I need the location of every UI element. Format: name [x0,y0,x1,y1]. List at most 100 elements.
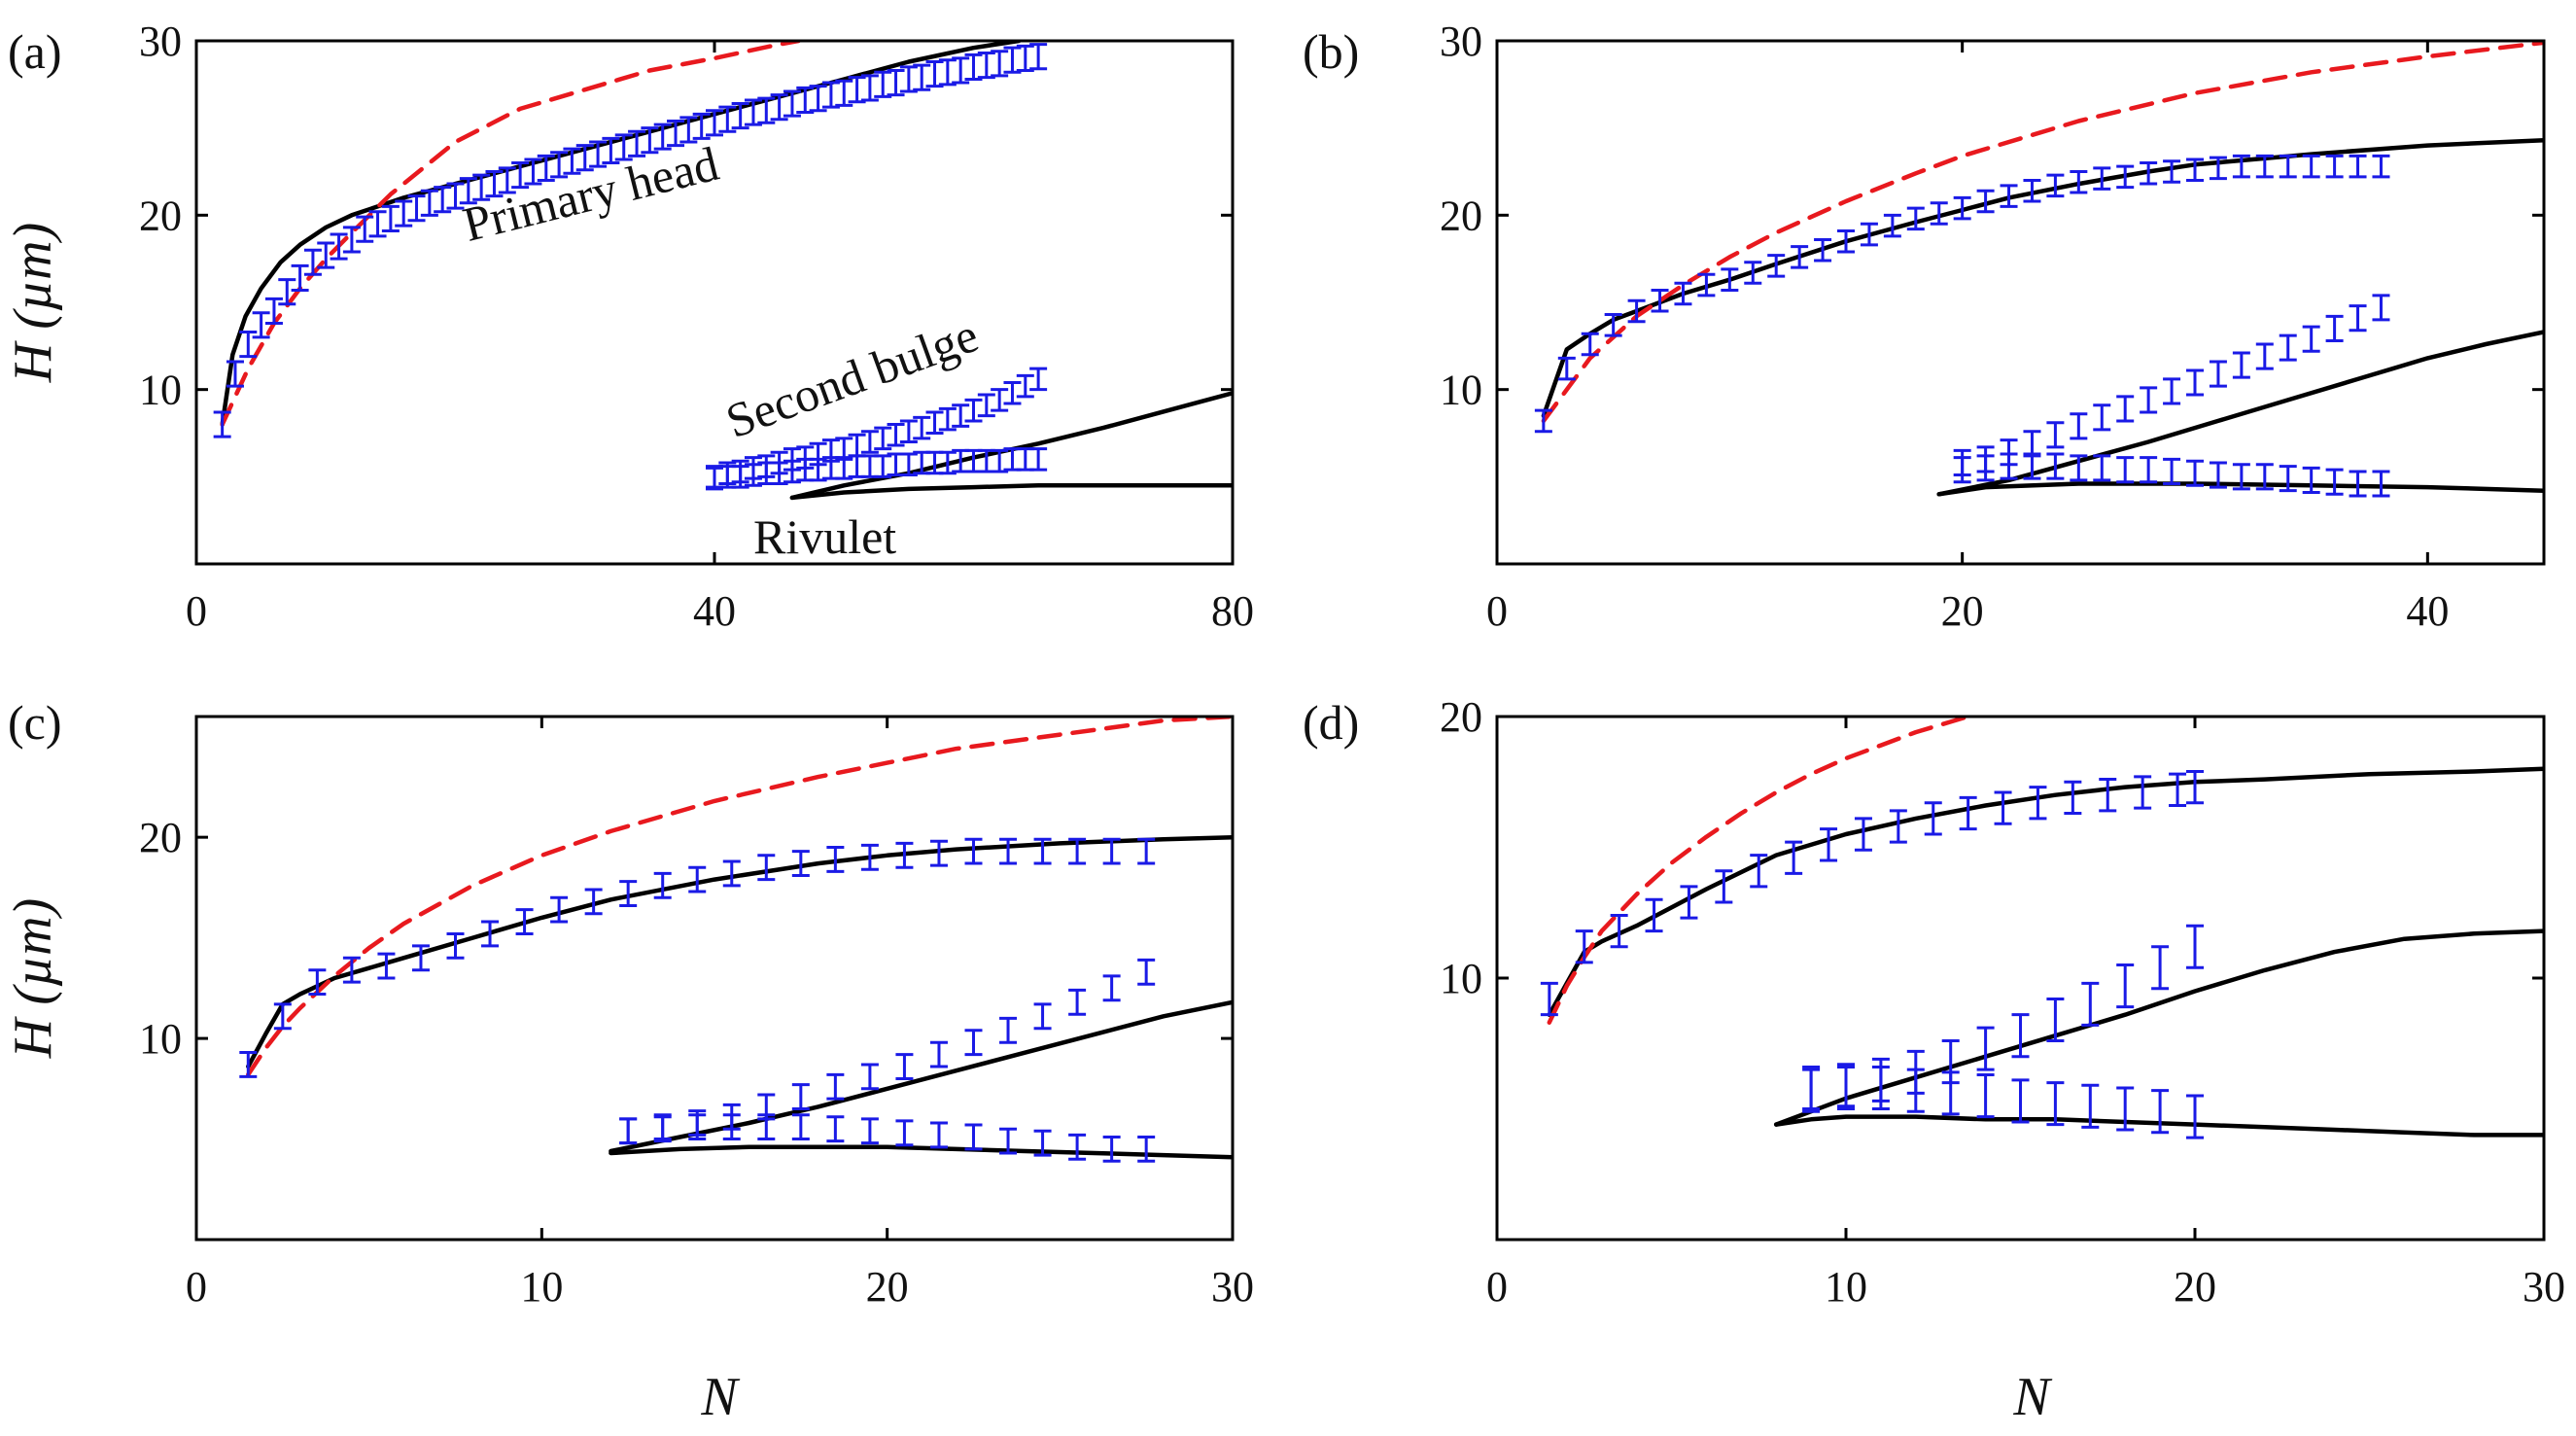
errorbar [2232,154,2250,179]
errorbar [826,1072,845,1101]
panel-c: 0 10 20 30 10 20 (c) H (µm) N [3,695,1254,1427]
errorbar [1102,974,1121,1002]
errorbar [481,920,500,948]
errorbar [2046,998,2065,1043]
errorbar [757,1113,776,1141]
plot-area [1534,41,2544,498]
errorbar [395,199,413,228]
errorbar [722,1113,741,1141]
errorbar [809,457,827,482]
errorbar [2169,772,2187,807]
errorbar [2186,924,2204,969]
errorbar [2186,368,2204,397]
errorbar [2093,403,2111,432]
errorbar [952,56,970,85]
errorbar [381,204,400,232]
errorbar [2116,395,2135,423]
errorbar [653,871,672,899]
errorbar [938,450,957,475]
errorbar [1033,1002,1052,1031]
x-tick-label: 0 [186,587,207,635]
errorbar [1941,1070,1960,1116]
errorbar [273,1002,292,1031]
errorbar [1534,408,1552,434]
x-tick-label: 0 [186,1263,207,1311]
y-axis-label: H (µm) [3,898,63,1059]
errorbar [252,311,270,339]
panel-label: (d) [1303,695,1359,750]
errorbar [977,52,995,80]
errorbar [614,133,633,161]
errorbar [667,119,685,148]
errorbar [2140,386,2158,414]
errorbar [1976,1073,1995,1119]
errorbar [770,93,788,122]
y-tick-label: 30 [139,18,182,65]
errorbar [826,846,845,873]
x-tick-label: 40 [693,587,736,635]
scaling-line [246,717,1233,1077]
errorbar [679,116,698,144]
model-rivulet-line [789,483,1233,501]
y-axis-label: H (µm) [3,223,63,383]
y-tick-label: 20 [139,814,182,861]
panel-a: 0 40 80 10 20 30 (a) H (µm) Primary head Second b… [3,18,1254,635]
errorbar [1003,380,1022,405]
errorbar [964,1123,983,1151]
errorbar [2046,173,2065,198]
errorbar [2232,351,2250,379]
errorbar [2064,780,2082,816]
errorbar [2349,304,2367,333]
errorbar [2081,1083,2100,1129]
errorbar [2209,360,2227,388]
errorbar [874,70,892,98]
data-primary-head [213,43,1048,438]
errorbar [860,430,879,454]
data-second-bulge [619,958,1156,1145]
errorbar [2116,963,2135,1009]
panel-b: 0 20 40 10 20 30 (b) [1303,18,2546,635]
errorbar [991,50,1009,78]
errorbar [964,837,983,865]
x-tick-label: 30 [1211,1263,1254,1311]
errorbar [2023,178,2041,203]
errorbar [1889,809,1907,844]
data-rivulet [1953,452,2390,498]
errorbar [1930,201,1948,226]
errorbar [2000,452,2018,480]
errorbar [2302,325,2320,353]
errorbar [1645,897,1663,933]
errorbar [1604,313,1622,337]
errorbar [213,410,231,438]
x-tick-label: 20 [1941,587,1984,635]
errorbar [791,850,810,877]
errorbar [1137,1135,1156,1163]
panel-label: (c) [8,695,62,750]
errorbar [964,1029,983,1057]
y-tick-label: 20 [1440,192,1482,239]
errorbar [2302,154,2320,179]
model-line [1547,766,2544,1017]
errorbar [848,76,866,104]
errorbar [860,1063,879,1091]
errorbar [1029,367,1048,392]
errorbar [1820,827,1838,862]
errorbar [874,426,892,451]
errorbar [446,931,465,960]
model-line [1541,137,2544,418]
errorbar [2099,778,2117,813]
errorbar [1610,913,1628,949]
errorbar [2011,1078,2030,1124]
errorbar [485,170,504,198]
errorbar [1854,817,1872,852]
errorbar [835,79,853,107]
scaling-line [1541,41,2544,424]
data-primary-head [1540,769,2204,1017]
errorbar [1837,1065,1855,1110]
errorbar [368,210,387,238]
errorbar [1003,46,1022,74]
errorbar [1651,288,1669,313]
x-tick-label: 0 [1486,1263,1508,1311]
errorbar [1860,222,1878,247]
